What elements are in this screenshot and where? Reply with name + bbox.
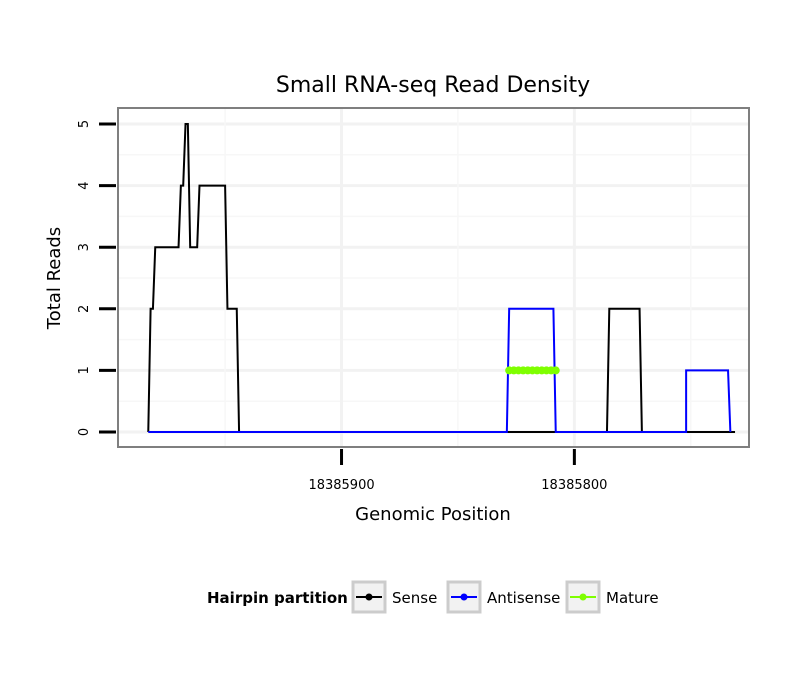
y-tick-label: 5 [77, 120, 92, 128]
legend-entry-sense: Sense [351, 580, 437, 614]
y-tick-label: 2 [77, 305, 92, 313]
chart-title: Small RNA-seq Read Density [276, 73, 590, 98]
legend-dot-sense [365, 593, 373, 601]
y-tick-label: 3 [77, 243, 92, 251]
x-tick-label: 18385800 [541, 478, 607, 493]
legend-label-mature: Mature [606, 589, 659, 607]
y-tick-label: 0 [77, 428, 92, 436]
legend-dot-mature [579, 593, 587, 601]
x-axis: 18385900 18385800 [308, 449, 607, 493]
y-axis: 0 1 2 3 4 5 [77, 120, 116, 436]
legend-entry-antisense: Antisense [446, 580, 560, 614]
series-layer [147, 123, 736, 433]
data-point-mature [551, 366, 560, 375]
x-tick-label: 18385900 [308, 478, 374, 493]
legend-entry-mature: Mature [565, 580, 659, 614]
series-line-antisense [148, 307, 732, 433]
y-tick-label: 4 [77, 181, 92, 189]
legend-label-antisense: Antisense [487, 589, 560, 607]
series-line-sense [147, 123, 736, 433]
x-axis-title: Genomic Position [355, 504, 511, 525]
legend-dot-antisense [460, 593, 468, 601]
y-axis-title: Total Reads [44, 227, 65, 330]
y-tick-label: 1 [77, 366, 92, 374]
legend-title: Hairpin partition [207, 589, 348, 607]
grid-lines [118, 108, 749, 447]
legend: Hairpin partition Sense Antisense Mature [207, 580, 659, 614]
legend-label-sense: Sense [392, 589, 437, 607]
plot-panel-border [117, 107, 750, 448]
